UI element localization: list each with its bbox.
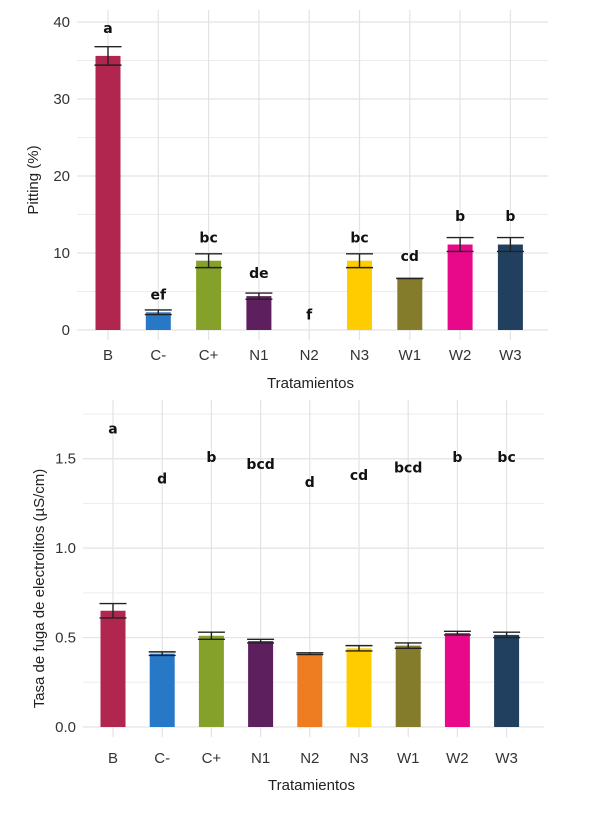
bar-W1: [397, 278, 423, 330]
bar-N2: [297, 653, 323, 727]
y-tick-label: 1.5: [55, 451, 76, 468]
significance-letter: d: [305, 475, 315, 491]
x-tick-label: C+: [199, 347, 219, 364]
error-bar-N3: [345, 644, 373, 652]
bar-C+: [196, 260, 222, 330]
x-tick-label: C+: [202, 750, 222, 767]
x-tick-label: C-: [150, 347, 166, 364]
bar-W1: [395, 645, 421, 727]
error-bar-N2: [296, 652, 324, 656]
pitting-chart: 0 10 20 30 40 a Bef C-bc C+ de N1 f N2 bc N3 cd W1 b W2 b W3…: [25, 10, 548, 392]
x-tick-label: N3: [350, 347, 369, 364]
electrolyte-leakage-chart: 0.0 0.5 1.0 1.5 a Bd C-b C+ bcd N1 d N2 cd N3 bcd W1 b W2…: [31, 400, 544, 794]
significance-letter: b: [452, 450, 462, 466]
y-tick-label: 20: [53, 168, 70, 185]
x-tick-label: W2: [446, 750, 469, 767]
error-bar-N3: [346, 253, 373, 269]
bar-N3: [347, 260, 372, 330]
significance-letter: b: [455, 209, 465, 225]
x-axis-title: Tratamientos: [267, 375, 354, 392]
significance-letter: de: [249, 266, 269, 282]
significance-letter: a: [103, 21, 112, 37]
significance-letter: ef: [151, 288, 167, 304]
error-bar-W1: [394, 642, 422, 650]
y-tick-label: 0: [62, 322, 70, 339]
error-bar-W3: [496, 236, 524, 253]
bar-W2: [447, 244, 473, 330]
x-tick-label: B: [108, 750, 118, 767]
error-bar-B: [94, 45, 122, 66]
error-bar-B: [99, 602, 127, 619]
x-axis-title: Tratamientos: [268, 777, 355, 794]
significance-letter: bcd: [246, 457, 274, 473]
significance-letter: f: [306, 308, 313, 324]
x-tick-label: N3: [349, 750, 368, 767]
error-bar-W2: [443, 630, 471, 636]
x-tick-label: W1: [397, 750, 420, 767]
y-tick-label: 30: [53, 91, 70, 108]
significance-letter: bc: [497, 450, 515, 466]
bar-W3: [497, 244, 523, 330]
bar-N1: [248, 641, 274, 727]
x-tick-label: N2: [300, 750, 319, 767]
x-tick-label: W3: [499, 347, 522, 364]
significance-letter: b: [505, 209, 515, 225]
bar-N3: [346, 648, 372, 727]
bar-C+: [198, 635, 224, 727]
x-tick-label: N1: [251, 750, 270, 767]
error-bar-N1: [245, 292, 273, 300]
y-axis-title: Tasa de fuga de electrolitos (µS/cm): [31, 469, 48, 709]
error-bar-W2: [446, 236, 474, 253]
significance-letter: d: [157, 471, 167, 487]
significance-letter: bc: [199, 231, 217, 247]
y-tick-label: 10: [53, 245, 70, 262]
x-tick-label: W3: [495, 750, 518, 767]
y-tick-label: 0.0: [55, 719, 76, 736]
significance-letter: a: [108, 421, 117, 437]
y-tick-label: 40: [53, 14, 70, 31]
x-tick-label: C-: [154, 750, 170, 767]
significance-letter: bcd: [394, 461, 422, 477]
y-tick-label: 1.0: [55, 540, 76, 557]
error-bar-C+: [197, 631, 225, 641]
bar-W2: [444, 633, 470, 727]
bar-N1: [246, 296, 272, 330]
bar-C-: [145, 312, 171, 330]
significance-letter: cd: [401, 249, 419, 265]
bar-W3: [494, 634, 520, 727]
significance-letter: bc: [350, 231, 368, 247]
significance-letter: cd: [350, 468, 368, 484]
error-bar-N1: [247, 638, 275, 644]
y-tick-label: 0.5: [55, 630, 76, 647]
error-bar-C-: [148, 651, 176, 657]
bar-B: [100, 610, 126, 727]
x-tick-label: B: [103, 347, 113, 364]
bar-C-: [149, 653, 175, 727]
error-bar-C+: [195, 253, 223, 269]
bar-B: [95, 55, 121, 330]
x-tick-label: N1: [249, 347, 268, 364]
significance-letter: b: [206, 450, 216, 466]
x-tick-label: W1: [399, 347, 422, 364]
x-tick-label: N2: [300, 347, 319, 364]
error-bar-C-: [144, 309, 172, 316]
x-tick-label: W2: [449, 347, 472, 364]
y-axis-title: Pitting (%): [25, 145, 42, 214]
error-bar-W3: [493, 631, 521, 639]
